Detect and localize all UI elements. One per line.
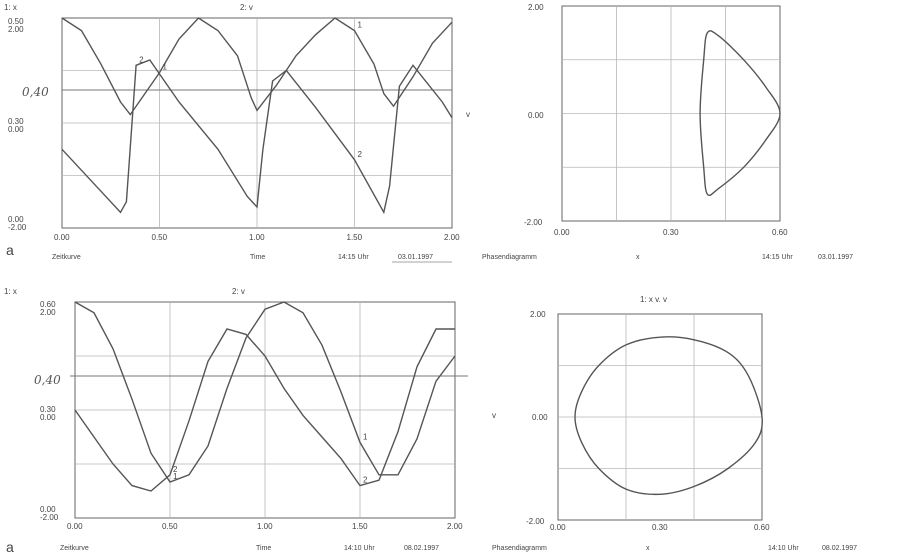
y-tick-v-bottom: -2.00 [40,513,59,522]
footer-left: Zeitkurve [52,254,81,261]
panel-letter: a [6,242,14,258]
footer-time: 14:10 Uhr [768,545,799,552]
grid [62,18,452,228]
y-tick-bottom: -2.00 [526,517,545,526]
grid [558,314,762,520]
footer-date: 08.02.1997 [822,545,857,552]
x-tick-labels: 0.00 0.50 1.00 1.50 2.00 [54,233,460,242]
series-line-v [74,328,455,492]
y-tick-top: 2.00 [530,310,546,319]
x-tick-labels: 0.00 0.30 0.60 [550,523,770,532]
time-plot-top: 1: x 2: v 0,40 0.50 2.00 0.30 0.00 0.00 … [4,3,460,263]
x-tick-label: 2.00 [444,233,460,242]
handwritten-value: 0,40 [22,85,49,99]
footer-mid: x [636,254,640,261]
series-line-v [61,59,453,215]
footer-time: 14:15 Uhr [338,254,369,261]
plot-title: 1: x v. v [640,295,667,304]
footer-date: 03.01.1997 [818,254,853,261]
series-number-label: 1 [163,63,168,72]
y-tick-x-top: 0.50 [8,17,24,26]
header-mid: 2: v [232,287,245,296]
phase-plot-bottom: 1: x v. v 2.00 0.00 -2.00 v 0.00 0.30 0.60… [492,295,857,552]
x-tick-label: 0.00 [554,228,570,237]
footer-time: 14:10 Uhr [344,545,375,552]
y-tick-v-mid: 0.00 [40,413,56,422]
y-tick-x-mid: 0.30 [8,117,24,126]
footer-date: 03.01.1997 [398,254,433,261]
series-line-x [74,301,456,483]
header-mid: 2: v [240,3,253,12]
x-tick-labels: 0.00 0.50 1.00 1.50 2.00 [67,522,463,531]
curves [574,336,763,496]
y-tick-x-bottom: 0.00 [8,215,24,224]
x-tick-label: 0.00 [54,233,70,242]
time-plot-bottom: 1: x 2: v 0,40 0.60 2.00 0.30 0.00 0.00 … [4,287,468,555]
grid [562,6,780,221]
y-axis-label: v [492,411,496,420]
footer-left: Phasendiagramm [492,545,547,552]
y-tick-x-mid: 0.30 [40,405,56,414]
y-tick-v-mid: 0.00 [8,125,24,134]
phase-trajectory [699,30,781,197]
y-axis-label: v [466,110,470,119]
x-tick-label: 0.00 [550,523,566,532]
phase-trajectory [574,336,763,496]
y-tick-mid: 0.00 [532,413,548,422]
y-tick-v-top: 2.00 [8,25,24,34]
x-tick-label: 0.30 [652,523,668,532]
y-tick-v-top: 2.00 [40,308,56,317]
footer-left: Zeitkurve [60,545,89,552]
footer-mid: Time [256,545,271,552]
series-number-label: 2 [139,55,144,64]
y-tick-x-bottom: 0.00 [40,505,56,514]
footer-mid: Time [250,254,265,261]
x-tick-label: 0.50 [152,233,168,242]
series-number-label: 1 [173,472,178,481]
x-tick-label: 1.50 [347,233,363,242]
footer-date: 08.02.1997 [404,545,439,552]
x-tick-label: 0.30 [663,228,679,237]
x-tick-label: 1.00 [257,522,273,531]
x-tick-label: 0.60 [754,523,770,532]
panel-letter: a [6,539,14,555]
footer-mid: x [646,545,650,552]
y-tick-v-bottom: -2.00 [8,223,27,232]
header-left: 1: x [4,3,17,12]
series-line-x [61,17,453,116]
footer-time: 14:15 Uhr [762,254,793,261]
x-tick-label: 0.50 [162,522,178,531]
x-tick-label: 2.00 [447,522,463,531]
curves: 1 1 2 2 [61,17,453,215]
y-tick-bottom: -2.00 [524,218,543,227]
series-number-label: 1 [358,21,363,30]
header-left: 1: x [4,287,17,296]
series-number-label: 2 [358,150,363,159]
x-tick-label: 1.00 [249,233,265,242]
series-number-label: 2 [363,476,368,485]
x-tick-label: 1.50 [352,522,368,531]
y-tick-mid: 0.00 [528,111,544,120]
x-tick-label: 0.00 [67,522,83,531]
series-number-label: 2 [173,465,178,474]
handwritten-value: 0,40 [34,373,61,387]
x-tick-label: 0.60 [772,228,788,237]
phase-plot-top: 2.00 0.00 -2.00 v 0.00 0.30 0.60 Phasendia… [466,3,853,261]
y-tick-top: 2.00 [528,3,544,12]
series-number-label: 1 [363,432,368,441]
curves [699,30,781,197]
y-tick-x-top: 0.60 [40,300,56,309]
x-tick-labels: 0.00 0.30 0.60 [554,228,788,237]
footer-left: Phasendiagramm [482,254,537,261]
